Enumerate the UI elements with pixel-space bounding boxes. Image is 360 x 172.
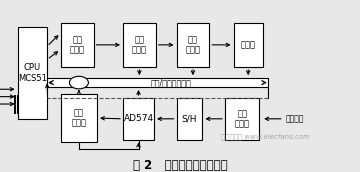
Bar [18,27,47,119]
Bar [234,23,263,67]
Bar [225,98,260,139]
Bar [176,98,202,139]
Bar [123,98,154,139]
Bar [47,78,268,87]
Ellipse shape [69,76,89,89]
Text: 程序
存储器: 程序 存储器 [132,35,147,55]
Text: 数据/地址复用总线: 数据/地址复用总线 [151,78,192,87]
Bar [176,23,210,67]
Bar [123,23,156,67]
Text: S/H: S/H [182,114,197,123]
Text: 来自天线: 来自天线 [285,114,304,123]
Text: AD574: AD574 [123,114,154,123]
Text: CPU
MCS51: CPU MCS51 [18,63,47,83]
Text: 测量
放大器: 测量 放大器 [235,109,250,128]
Text: 绘图仪: 绘图仪 [241,40,256,49]
Text: 数据
存储器: 数据 存储器 [185,35,201,55]
Text: 电子发烧友 www.elecfans.com: 电子发烧友 www.elecfans.com [221,133,310,140]
Bar [61,94,97,142]
Text: 图 2   硬件电路的组成框图: 图 2 硬件电路的组成框图 [133,159,227,172]
Bar [61,23,94,67]
Text: 地址
译码器: 地址 译码器 [70,35,85,55]
Text: 轴角
编码器: 轴角 编码器 [71,108,86,128]
